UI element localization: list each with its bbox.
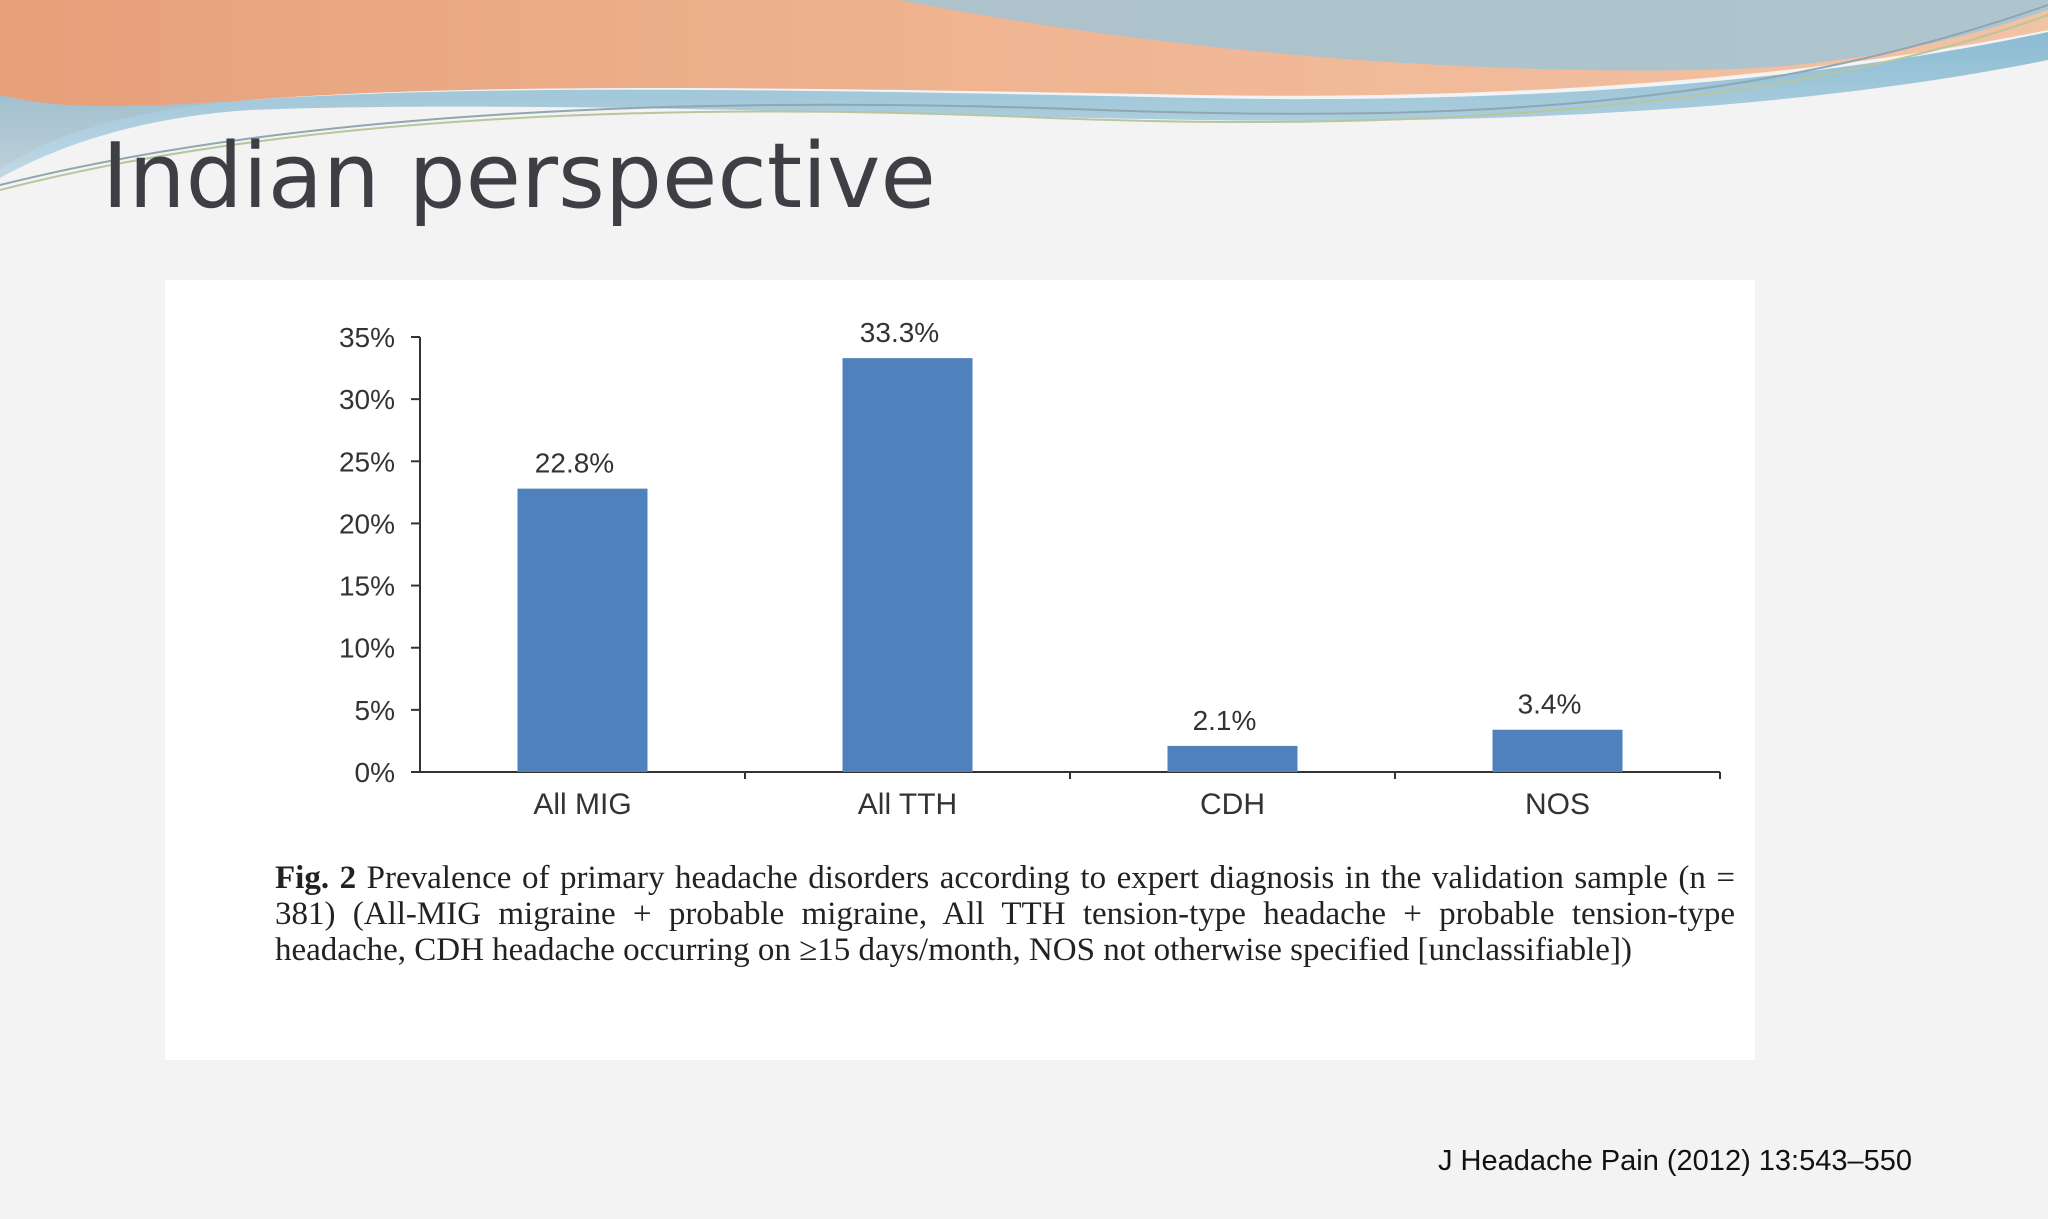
data-label: 33.3% — [860, 317, 939, 348]
figure-caption-text: Prevalence of primary headache disorders… — [275, 860, 1736, 968]
bar — [1492, 729, 1623, 772]
data-label: 22.8% — [535, 448, 614, 479]
citation: J Headache Pain (2012) 13:543–550 — [1437, 1145, 1912, 1177]
slide-title: Indian perspective — [102, 124, 936, 229]
x-tick-label: NOS — [1525, 788, 1590, 821]
bar — [1167, 745, 1298, 772]
y-tick-label: 35% — [339, 322, 395, 353]
header-decoration — [0, 0, 2048, 191]
y-tick-label: 30% — [339, 384, 395, 415]
bar — [842, 358, 973, 772]
figure-caption: Fig. 2 Prevalence of primary headache di… — [275, 860, 1735, 968]
x-tick-label: All TTH — [858, 788, 957, 821]
bar-chart: 0% 5% 10% 15% 20% 25% 30% 35% 22.8% All MIG 33.3% A… — [339, 317, 1721, 821]
data-label: 2.1% — [1193, 705, 1257, 736]
figure-panel: 0% 5% 10% 15% 20% 25% 30% 35% 22.8% All MIG 33.3% A… — [165, 280, 1755, 1060]
y-tick-label: 25% — [339, 446, 395, 477]
y-tick-label: 10% — [339, 633, 395, 664]
figure-label: Fig. 2 — [275, 860, 357, 896]
x-tick-label: All MIG — [533, 788, 631, 821]
y-tick-label: 0% — [355, 757, 395, 788]
x-tick-label: CDH — [1200, 788, 1265, 821]
y-tick-label: 5% — [355, 695, 395, 726]
bar — [517, 488, 648, 772]
y-tick-label: 20% — [339, 508, 395, 539]
y-tick-label: 15% — [339, 571, 395, 602]
data-label: 3.4% — [1518, 689, 1582, 720]
